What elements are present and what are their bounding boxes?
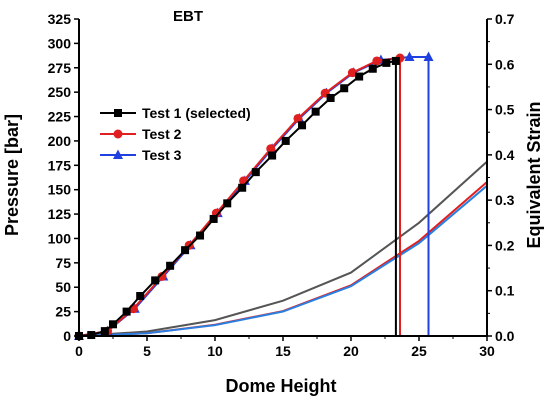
x-tick-label: 25: [411, 343, 427, 359]
test-1-point: [209, 214, 218, 223]
test-2-point: [293, 113, 303, 123]
strain-curve-2: [78, 181, 488, 337]
legend-marker: [114, 109, 122, 117]
x-tick-label: 10: [207, 343, 223, 359]
pressure-line-test-2: [78, 56, 401, 337]
y-tick-label: 225: [48, 109, 72, 125]
test-1-point: [340, 84, 349, 93]
test-2-point: [347, 68, 357, 78]
x-tick-label: 20: [343, 343, 359, 359]
y-tick-label: 50: [55, 279, 71, 295]
test-1-point: [391, 56, 400, 65]
test-1-point: [122, 307, 131, 316]
legend-marker: [113, 129, 123, 139]
y2-tick-label: 0.2: [495, 237, 515, 253]
y-tick-label: 175: [48, 157, 72, 173]
y-tick-label: 200: [48, 133, 72, 149]
test-1-point: [251, 168, 260, 177]
test-1-point: [311, 107, 320, 116]
y-tick-label: 75: [55, 255, 71, 271]
test-1-point: [326, 94, 335, 103]
legend-label: Test 3: [142, 147, 182, 163]
strain-curve-1: [78, 160, 488, 337]
test-1-point: [166, 261, 175, 270]
strain-layer: [78, 160, 488, 337]
pressure-layer: [74, 51, 434, 341]
y-tick-label: 25: [55, 304, 71, 320]
test-2-point: [266, 144, 276, 154]
y-tick-label: 250: [48, 84, 72, 100]
test-1-point: [136, 292, 145, 301]
test-1-point: [298, 121, 307, 130]
legend-marker: [113, 149, 123, 159]
x-tick-label: 30: [479, 343, 495, 359]
test-1-point: [223, 199, 232, 208]
test-2-point: [157, 272, 167, 282]
strain-curve-3: [78, 184, 488, 337]
legend-label: Test 1 (selected): [142, 105, 251, 121]
y-tick-label: 275: [48, 60, 72, 76]
test-1-point: [281, 136, 290, 145]
y2-tick-label: 0.5: [495, 102, 515, 118]
chart-title: EBT: [173, 8, 203, 25]
pressure-line-test-3: [78, 56, 430, 337]
test-1-point: [151, 276, 160, 285]
x-tick-label: 5: [143, 343, 151, 359]
x-tick-label: 15: [275, 343, 291, 359]
axes-layer: 0 5 10 15 20 25 300255075100125150175200225250…: [48, 11, 515, 359]
test-1-point: [268, 151, 277, 160]
test-1-point: [355, 72, 364, 81]
test-3-point: [423, 51, 434, 62]
y2-tick-label: 0.7: [495, 11, 515, 27]
y-tick-label: 325: [48, 11, 72, 27]
y2-tick-label: 0.4: [495, 147, 515, 163]
test-1-point: [238, 183, 247, 192]
x-tick-label: 0: [75, 343, 83, 359]
y-tick-label: 125: [48, 206, 72, 222]
test-1-point: [196, 231, 205, 240]
y-tick-label: 0: [63, 328, 71, 344]
y2-tick-label: 0.1: [495, 283, 515, 299]
y-axis-title: Pressure [bar]: [2, 114, 22, 236]
test-1-point: [368, 64, 377, 73]
pressure-line-test-1: [78, 59, 397, 337]
test-2-point: [372, 56, 382, 66]
y2-axis-title: Equivalent Strain: [524, 101, 544, 248]
legend-label: Test 2: [142, 126, 182, 142]
y2-tick-label: 0.0: [495, 328, 515, 344]
x-axis-title: Dome Height: [225, 376, 336, 396]
test-1-point: [181, 246, 190, 255]
y-tick-label: 100: [48, 230, 72, 246]
test-3-point: [404, 51, 415, 62]
y2-tick-label: 0.6: [495, 56, 515, 72]
test-1-point: [382, 58, 391, 67]
legend: Test 1 (selected) Test 2 Test 3: [100, 105, 251, 163]
test-1-point: [100, 327, 109, 336]
y2-tick-label: 0.3: [495, 192, 515, 208]
y-tick-label: 150: [48, 182, 72, 198]
test-1-point: [109, 320, 117, 329]
y-tick-label: 300: [48, 35, 72, 51]
